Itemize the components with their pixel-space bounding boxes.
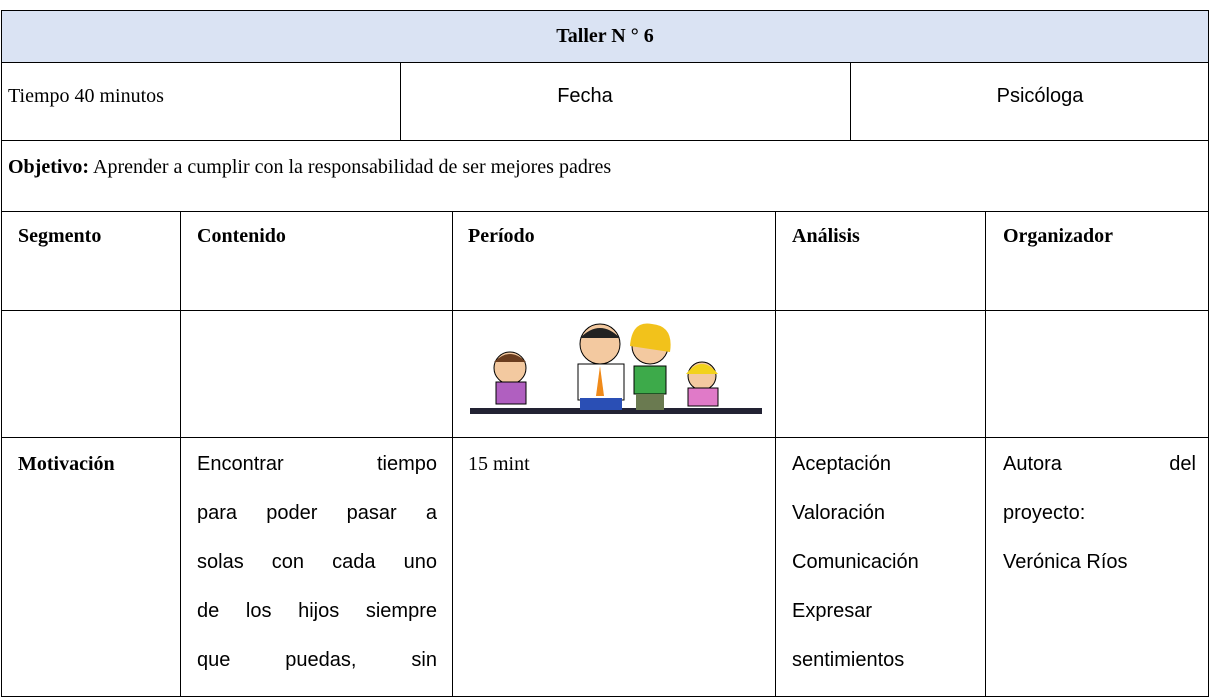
header: Análisis — [792, 225, 860, 247]
text-line: Expresar — [792, 600, 873, 622]
objective-text: Aprender a cumplir con la responsabilida… — [93, 156, 612, 178]
text-line: de los hijos siempre — [197, 600, 437, 622]
header: Organizador — [1003, 225, 1113, 247]
cell — [452, 437, 776, 697]
text-line: que puedas, sin — [197, 649, 437, 671]
cell — [1, 310, 181, 438]
cell — [985, 310, 1209, 438]
cell — [1, 437, 181, 697]
objective-label: Objetivo: — [8, 156, 90, 178]
cell — [775, 310, 986, 438]
header: Contenido — [197, 225, 286, 247]
title: Taller N ° 6 — [556, 25, 654, 47]
period: 15 mint — [468, 453, 530, 475]
text-line: Autora del — [1003, 453, 1196, 475]
time: Tiempo 40 minutos — [8, 85, 164, 107]
header: Período — [468, 225, 535, 247]
family-illustration — [470, 323, 762, 414]
cell — [180, 310, 453, 438]
text-line: Encontrar tiempo — [197, 453, 437, 475]
text-line: sentimientos — [792, 649, 905, 671]
text-line: Valoración — [792, 502, 886, 524]
text-line: proyecto: — [1003, 502, 1086, 524]
text-line: Aceptación — [792, 453, 891, 475]
objective: Objetivo: Aprender a cumplir con la resp… — [8, 155, 611, 179]
text-line: para poder pasar a — [197, 502, 437, 524]
segment: Motivación — [18, 453, 115, 475]
text-line: Verónica Ríos — [1003, 551, 1128, 573]
header: Segmento — [18, 225, 102, 247]
text-line: solas con cada uno — [197, 551, 437, 573]
title-cell — [1, 10, 1209, 63]
text-line: Comunicación — [792, 551, 919, 573]
date-label: Fecha — [557, 85, 613, 107]
psychologist-label: Psicóloga — [996, 85, 1084, 107]
